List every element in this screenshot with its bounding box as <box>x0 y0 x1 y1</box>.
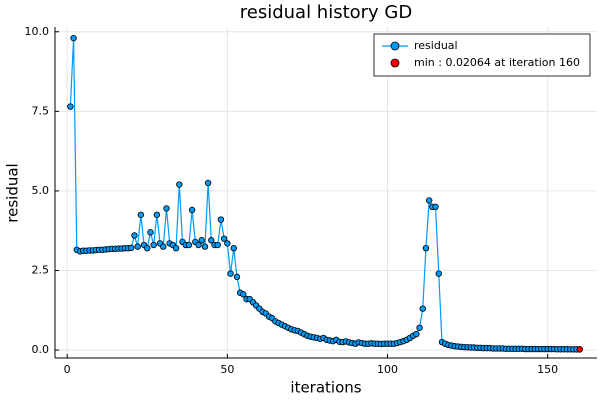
data-point <box>217 216 225 223</box>
x-tick-label: 150 <box>537 363 558 376</box>
series-line <box>69 38 580 350</box>
data-point <box>147 229 154 236</box>
data-point <box>233 273 241 281</box>
legend-label: residual <box>414 39 458 52</box>
data-point <box>172 244 180 252</box>
data-point <box>576 346 583 353</box>
legend-box <box>373 33 591 77</box>
x-tick-label: 50 <box>220 363 234 376</box>
data-point <box>185 241 193 249</box>
data-point <box>432 203 439 211</box>
data-point <box>131 232 138 239</box>
y-tick-label: 5.0 <box>32 184 50 197</box>
data-point <box>224 240 231 247</box>
legend-label: min : 0.02064 at iteration 160 <box>414 56 580 69</box>
data-point <box>188 206 196 214</box>
data-point <box>70 34 77 42</box>
data-point <box>413 330 420 338</box>
x-tick-label: 0 <box>64 363 71 376</box>
data-point <box>419 305 426 312</box>
data-point <box>67 103 74 110</box>
y-tick-label: 2.5 <box>32 263 50 276</box>
x-axis-label: iterations <box>290 379 361 397</box>
y-axis-label: residual <box>4 163 22 222</box>
data-point <box>153 211 161 218</box>
data-point <box>201 243 209 250</box>
data-point <box>240 291 247 298</box>
y-tick-label: 7.5 <box>32 104 50 117</box>
data-point <box>163 205 170 212</box>
data-point <box>128 244 135 252</box>
data-point <box>422 244 430 252</box>
chart-title: residual history GD <box>240 2 413 23</box>
data-point <box>204 179 212 187</box>
data-point <box>137 211 145 218</box>
y-tick-label: 10.0 <box>25 25 50 38</box>
y-tick-label: 0.0 <box>32 343 50 356</box>
data-point <box>144 244 151 252</box>
data-point <box>214 241 221 249</box>
data-point <box>160 243 167 250</box>
legend-marker <box>390 41 400 51</box>
data-point <box>416 324 423 331</box>
data-point <box>435 270 442 277</box>
data-point <box>220 235 228 242</box>
data-point <box>198 237 205 244</box>
data-point <box>195 241 202 249</box>
data-point <box>150 241 157 249</box>
data-point <box>134 243 141 250</box>
data-point <box>230 244 237 252</box>
data-point <box>176 181 183 188</box>
data-point <box>227 270 234 277</box>
data-point <box>425 197 433 204</box>
data-point <box>208 237 215 244</box>
legend-marker <box>390 58 400 68</box>
x-tick-label: 100 <box>377 363 398 376</box>
